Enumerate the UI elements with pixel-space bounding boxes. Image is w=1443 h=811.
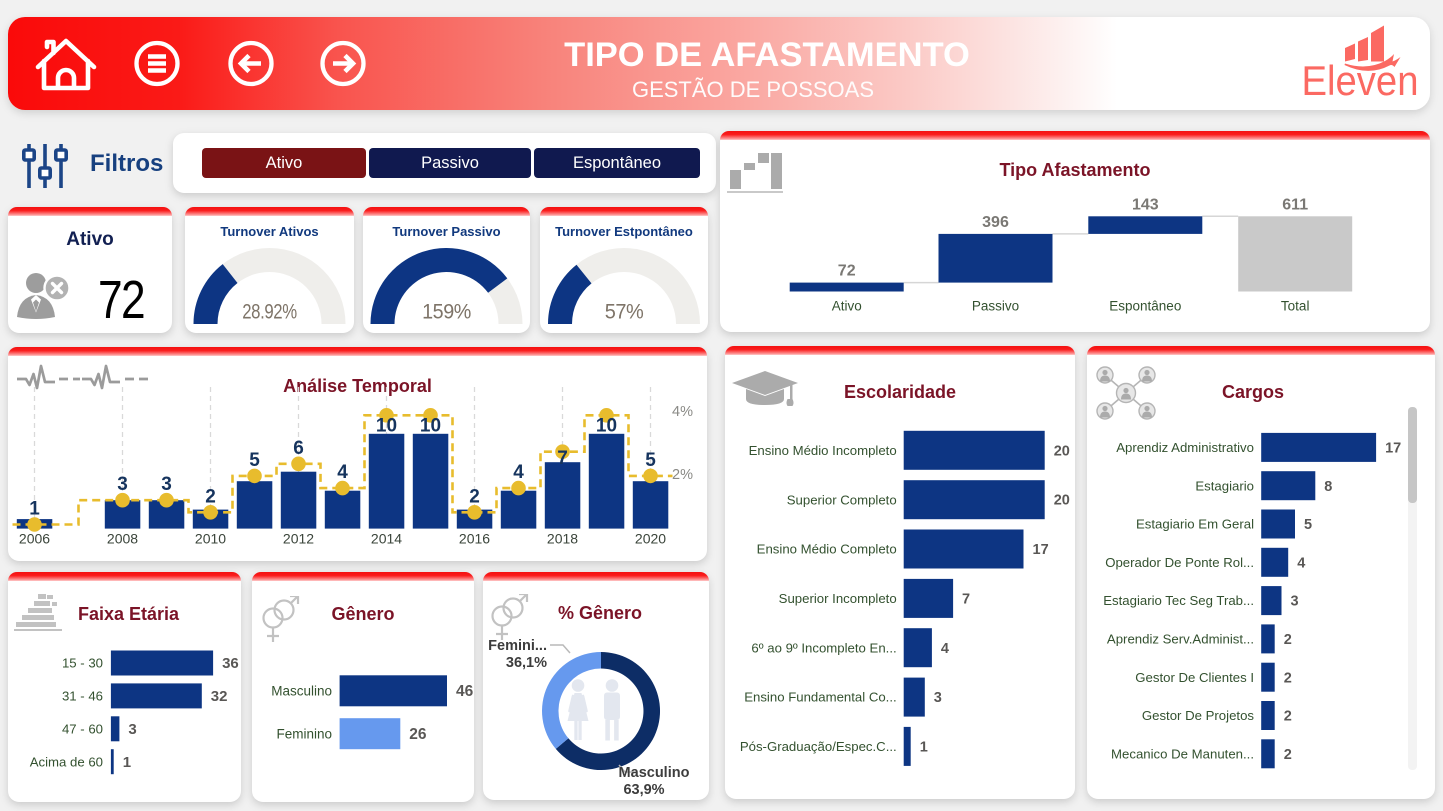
svg-text:Ensino Médio Completo: Ensino Médio Completo	[757, 542, 897, 557]
svg-text:159%: 159%	[422, 300, 471, 324]
svg-text:Superior Completo: Superior Completo	[787, 492, 897, 507]
svg-text:Total: Total	[1281, 299, 1310, 314]
svg-text:57%: 57%	[605, 300, 644, 324]
svg-text:2: 2	[1284, 747, 1292, 763]
svg-text:611: 611	[1282, 196, 1308, 213]
svg-text:72: 72	[838, 263, 856, 280]
svg-text:Gestor De Clientes I: Gestor De Clientes I	[1135, 670, 1254, 685]
svg-text:396: 396	[982, 214, 1009, 231]
svg-text:17: 17	[1385, 441, 1401, 457]
svg-text:Operador De Ponte Rol...: Operador De Ponte Rol...	[1105, 555, 1254, 570]
svg-text:2014: 2014	[371, 531, 402, 547]
svg-text:26: 26	[409, 726, 427, 743]
svg-text:32: 32	[211, 688, 228, 705]
svg-text:20: 20	[1054, 443, 1070, 459]
svg-text:2: 2	[1284, 709, 1292, 725]
svg-text:Superior Incompleto: Superior Incompleto	[779, 591, 897, 606]
svg-text:3: 3	[117, 474, 128, 495]
svg-text:Aprendiz Administrativo: Aprendiz Administrativo	[1116, 440, 1254, 455]
svg-text:36: 36	[222, 655, 239, 672]
svg-text:1: 1	[29, 499, 40, 520]
svg-text:Ensino Fundamental Co...: Ensino Fundamental Co...	[744, 690, 896, 705]
svg-text:2016: 2016	[459, 531, 490, 547]
svg-text:46: 46	[456, 683, 474, 700]
svg-text:7: 7	[962, 591, 970, 607]
svg-text:2: 2	[1284, 670, 1292, 686]
svg-text:4: 4	[513, 462, 524, 483]
svg-text:1: 1	[123, 754, 131, 771]
svg-text:Feminino: Feminino	[276, 726, 332, 741]
svg-text:15 - 30: 15 - 30	[62, 656, 103, 671]
svg-text:Femini...: Femini...	[488, 638, 547, 654]
svg-text:10: 10	[596, 416, 617, 437]
svg-text:7: 7	[557, 448, 568, 469]
svg-text:5: 5	[1304, 517, 1312, 533]
svg-text:2018: 2018	[547, 531, 578, 547]
svg-text:Aprendiz Serv.Administ...: Aprendiz Serv.Administ...	[1107, 632, 1254, 647]
svg-text:2012: 2012	[283, 531, 314, 547]
svg-text:Espontâneo: Espontâneo	[1109, 299, 1181, 314]
svg-text:2006: 2006	[19, 531, 50, 547]
svg-text:Estagiario Em Geral: Estagiario Em Geral	[1136, 517, 1254, 532]
svg-text:4: 4	[941, 641, 949, 657]
svg-text:Masculino: Masculino	[619, 765, 690, 781]
svg-text:1: 1	[920, 740, 928, 756]
svg-text:6º ao 9º Incompleto En...: 6º ao 9º Incompleto En...	[751, 640, 896, 655]
svg-text:6: 6	[293, 438, 304, 459]
svg-text:3: 3	[128, 721, 136, 738]
svg-text:Eleven: Eleven	[1302, 57, 1419, 102]
svg-text:Mecanico De Manuten...: Mecanico De Manuten...	[1111, 746, 1254, 761]
svg-text:10: 10	[376, 416, 397, 437]
svg-text:Masculino: Masculino	[271, 684, 332, 699]
svg-text:2%: 2%	[672, 467, 693, 483]
svg-text:28.92%: 28.92%	[242, 301, 297, 324]
svg-text:8: 8	[1324, 479, 1332, 495]
svg-text:36,1%: 36,1%	[506, 655, 547, 671]
svg-text:2010: 2010	[195, 531, 226, 547]
svg-text:Estagiario Tec Seg Trab...: Estagiario Tec Seg Trab...	[1103, 593, 1254, 608]
svg-text:63,9%: 63,9%	[623, 782, 664, 798]
svg-text:Pós-Graduação/Espec.C...: Pós-Graduação/Espec.C...	[740, 739, 897, 754]
svg-text:4: 4	[1297, 555, 1305, 571]
svg-text:Estagiario: Estagiario	[1195, 478, 1254, 493]
svg-text:5: 5	[645, 450, 656, 471]
svg-text:47 - 60: 47 - 60	[62, 721, 103, 736]
svg-text:17: 17	[1033, 542, 1049, 558]
svg-text:3: 3	[161, 474, 172, 495]
svg-text:20: 20	[1054, 493, 1070, 509]
svg-text:31 - 46: 31 - 46	[62, 689, 103, 704]
svg-text:2: 2	[1284, 632, 1292, 648]
svg-text:2: 2	[469, 486, 480, 507]
svg-text:3: 3	[934, 690, 942, 706]
svg-text:Ativo: Ativo	[832, 299, 862, 314]
svg-text:2: 2	[205, 486, 216, 507]
svg-text:2008: 2008	[107, 531, 138, 547]
svg-text:Gestor De Projetos: Gestor De Projetos	[1142, 708, 1255, 723]
svg-text:Ensino Médio Incompleto: Ensino Médio Incompleto	[749, 443, 897, 458]
svg-text:Passivo: Passivo	[972, 299, 1019, 314]
svg-text:3: 3	[1291, 594, 1299, 610]
svg-text:Acima de 60: Acima de 60	[30, 754, 103, 769]
svg-text:5: 5	[249, 450, 260, 471]
svg-text:2020: 2020	[635, 531, 666, 547]
svg-text:4: 4	[337, 462, 348, 483]
svg-text:143: 143	[1132, 196, 1159, 213]
svg-text:4%: 4%	[672, 404, 693, 420]
svg-text:10: 10	[420, 416, 441, 437]
